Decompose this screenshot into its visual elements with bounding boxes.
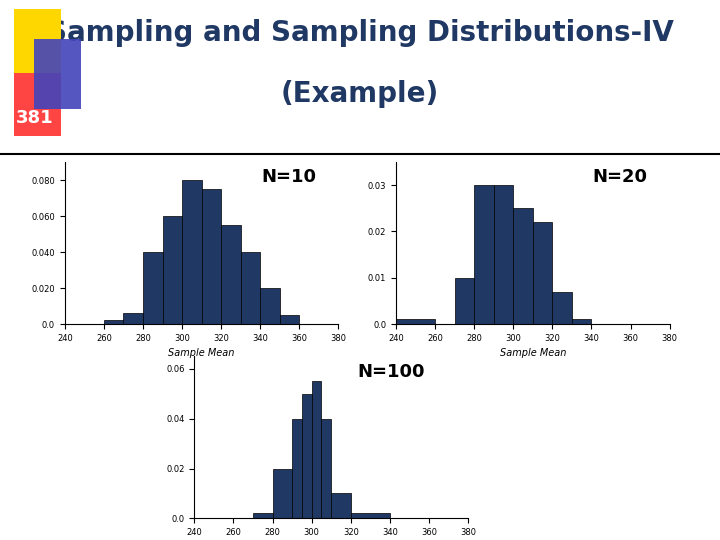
Bar [396, 319, 435, 324]
Bar [454, 278, 474, 324]
Bar [513, 208, 533, 324]
Bar [14, 9, 61, 72]
Bar [240, 252, 260, 324]
Bar [552, 292, 572, 324]
Text: (Example): (Example) [281, 80, 439, 108]
Bar [143, 252, 163, 324]
Bar [312, 381, 321, 518]
Bar [163, 216, 182, 324]
Bar [302, 394, 312, 518]
Bar [273, 469, 292, 518]
Text: Sampling and Sampling Distributions-IV: Sampling and Sampling Distributions-IV [47, 19, 673, 48]
Bar [474, 185, 494, 324]
Bar [202, 189, 221, 324]
Text: N=20: N=20 [593, 168, 648, 186]
Bar [123, 313, 143, 324]
Bar [14, 72, 61, 136]
Bar [321, 418, 331, 518]
Bar [260, 288, 280, 324]
Bar [351, 514, 390, 518]
Bar [182, 180, 202, 324]
Bar [572, 319, 591, 324]
Bar [253, 514, 273, 518]
Bar [104, 320, 123, 324]
Text: N=100: N=100 [358, 363, 425, 381]
X-axis label: Sample Mean: Sample Mean [168, 348, 235, 358]
Bar [292, 418, 302, 518]
X-axis label: Sample Mean: Sample Mean [500, 348, 566, 358]
Bar [494, 185, 513, 324]
Text: 381: 381 [16, 109, 53, 127]
Bar [280, 315, 300, 324]
Bar [221, 225, 240, 324]
Bar [331, 494, 351, 518]
Text: N=10: N=10 [261, 168, 317, 186]
Bar [34, 39, 81, 109]
Bar [533, 222, 552, 324]
